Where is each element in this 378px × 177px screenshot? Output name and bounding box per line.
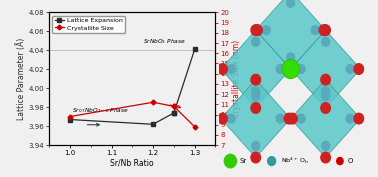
Y-axis label: Lattice Parameter (Å): Lattice Parameter (Å) [16, 38, 26, 120]
Circle shape [354, 64, 364, 74]
Polygon shape [291, 30, 361, 108]
Circle shape [297, 65, 305, 73]
Text: Sr: Sr [240, 158, 247, 164]
X-axis label: Sr/Nb Ratio: Sr/Nb Ratio [110, 159, 154, 168]
Circle shape [252, 141, 260, 150]
Circle shape [253, 25, 262, 35]
Circle shape [321, 25, 330, 35]
Circle shape [346, 114, 354, 123]
Circle shape [276, 65, 284, 73]
Circle shape [321, 74, 330, 85]
Circle shape [284, 113, 294, 124]
Circle shape [346, 65, 354, 73]
Circle shape [311, 26, 319, 35]
Polygon shape [291, 80, 361, 158]
Circle shape [252, 92, 260, 101]
Polygon shape [256, 0, 325, 69]
Polygon shape [221, 80, 291, 158]
Circle shape [218, 64, 227, 74]
Circle shape [227, 114, 235, 123]
Circle shape [252, 87, 260, 96]
Text: O: O [348, 158, 353, 164]
Circle shape [251, 103, 260, 113]
Circle shape [319, 25, 328, 35]
Circle shape [321, 103, 330, 113]
Circle shape [284, 64, 294, 74]
Circle shape [282, 59, 299, 79]
Circle shape [354, 113, 364, 124]
Circle shape [297, 114, 305, 123]
Circle shape [251, 25, 260, 35]
Polygon shape [221, 30, 291, 108]
Y-axis label: Crystallite Size (nm): Crystallite Size (nm) [232, 40, 241, 118]
Circle shape [251, 74, 260, 85]
Circle shape [288, 113, 297, 124]
Circle shape [218, 113, 227, 124]
Circle shape [227, 65, 235, 73]
Text: Sr$_{0.7}$NbO$_{3-δ}$ Phase: Sr$_{0.7}$NbO$_{3-δ}$ Phase [72, 106, 129, 115]
Circle shape [251, 152, 260, 163]
Circle shape [337, 158, 343, 165]
Circle shape [321, 152, 330, 163]
Circle shape [322, 37, 330, 46]
Circle shape [288, 64, 297, 74]
Circle shape [276, 114, 284, 123]
Circle shape [224, 154, 236, 168]
Circle shape [268, 157, 276, 165]
Circle shape [252, 37, 260, 46]
Circle shape [262, 26, 270, 35]
Circle shape [286, 64, 296, 74]
Text: SrNbO$_3$ Phase: SrNbO$_3$ Phase [143, 37, 186, 46]
Circle shape [287, 53, 295, 62]
Circle shape [322, 87, 330, 96]
Circle shape [287, 0, 295, 7]
Circle shape [322, 141, 330, 150]
Text: Nb$^{4+}$ O$_h$: Nb$^{4+}$ O$_h$ [281, 156, 310, 166]
Legend: Lattice Expansion, Crystallite Size: Lattice Expansion, Crystallite Size [52, 16, 125, 33]
Circle shape [322, 92, 330, 101]
